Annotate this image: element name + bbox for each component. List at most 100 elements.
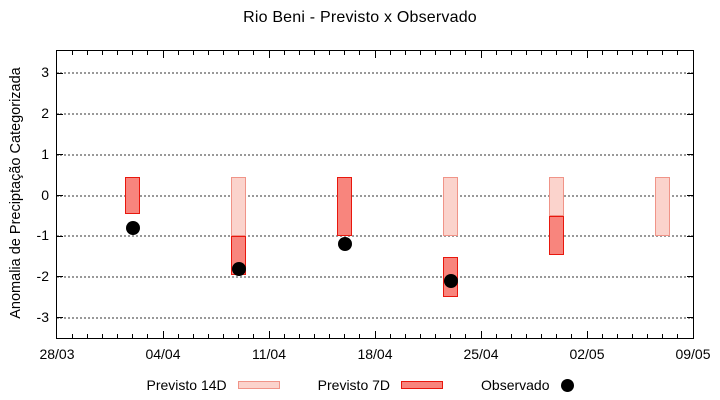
y-tick-left (57, 276, 63, 278)
x-tick-bottom (223, 334, 225, 338)
x-tick-top (177, 51, 179, 55)
x-tick-bottom (359, 334, 361, 338)
x-tick-bottom (631, 334, 633, 338)
x-tick-top (162, 51, 164, 58)
gridline (57, 316, 693, 319)
chart-title: Rio Beni - Previsto x Observado (243, 9, 477, 26)
gridline (57, 194, 693, 197)
x-tick-top (450, 51, 452, 55)
x-tick-top (631, 51, 633, 55)
x-tick-label: 02/05 (569, 346, 605, 362)
x-tick-top (207, 51, 209, 55)
x-tick-top (601, 51, 603, 55)
x-tick-top (253, 51, 255, 55)
x-tick-top (510, 51, 512, 55)
x-tick-bottom (677, 334, 679, 338)
x-tick-bottom (298, 334, 300, 338)
x-tick-top (374, 51, 376, 58)
y-tick-label: 2 (41, 105, 49, 122)
x-tick-bottom (71, 334, 73, 338)
y-tick-left (57, 154, 63, 156)
y-tick-left (57, 195, 63, 197)
legend-item-previsto-14d: Previsto 14D (147, 377, 280, 393)
x-tick-top (571, 51, 573, 55)
x-tick-bottom (465, 334, 467, 338)
legend-item-observado: Observado (481, 377, 574, 393)
x-tick-bottom (389, 334, 391, 338)
x-tick-top (238, 51, 240, 55)
x-tick-top (541, 51, 543, 55)
y-tick-label: -3 (36, 308, 49, 325)
x-tick-bottom (450, 334, 452, 338)
y-tick-label: -2 (36, 267, 49, 284)
x-tick-top (556, 51, 558, 55)
y-tick-left (57, 72, 63, 74)
x-tick-bottom (647, 334, 649, 338)
gridline (57, 72, 693, 75)
x-tick-top (495, 51, 497, 55)
legend-label-observado: Observado (481, 377, 550, 393)
y-tick-right (687, 276, 693, 278)
previsto-7d-bar (337, 177, 353, 237)
legend-swatch-previsto-14d (237, 381, 280, 389)
y-tick-right (687, 72, 693, 74)
x-tick-bottom (404, 334, 406, 338)
x-tick-top (677, 51, 679, 55)
y-tick-right (687, 154, 693, 156)
observed-dot (337, 237, 352, 252)
x-tick-top (329, 51, 331, 55)
x-tick-bottom (268, 331, 270, 338)
x-tick-bottom (556, 334, 558, 338)
y-tick-left (57, 235, 63, 237)
y-tick-label: 1 (41, 145, 49, 162)
x-tick-top (132, 51, 134, 55)
x-tick-bottom (571, 334, 573, 338)
x-tick-bottom (510, 334, 512, 338)
x-tick-bottom (616, 334, 618, 338)
x-tick-bottom (117, 334, 119, 338)
x-tick-bottom (374, 331, 376, 338)
observed-dot (125, 221, 140, 236)
x-tick-top (465, 51, 467, 55)
x-tick-top (86, 51, 88, 55)
legend-label-previsto-7d: Previsto 7D (317, 377, 391, 393)
x-tick-top (192, 51, 194, 55)
legend-item-previsto-7d: Previsto 7D (317, 377, 444, 393)
x-tick-bottom (344, 334, 346, 338)
x-tick-top (586, 51, 588, 58)
x-tick-bottom (177, 334, 179, 338)
previsto-14d-bar (549, 177, 565, 216)
x-tick-top (268, 51, 270, 58)
x-tick-bottom (480, 331, 482, 338)
y-tick-label: -1 (36, 227, 49, 244)
x-tick-bottom (101, 334, 103, 338)
y-tick-left (57, 113, 63, 115)
x-tick-top (223, 51, 225, 55)
x-tick-bottom (162, 331, 164, 338)
observed-dot (231, 261, 246, 276)
x-tick-bottom (253, 334, 255, 338)
x-tick-bottom (132, 334, 134, 338)
x-tick-bottom (86, 334, 88, 338)
gridline (57, 113, 693, 116)
x-tick-bottom (586, 331, 588, 338)
y-tick-right (687, 113, 693, 115)
previsto-14d-bar (443, 177, 459, 237)
previsto-14d-bar (231, 177, 247, 237)
x-tick-top (313, 51, 315, 55)
x-tick-label: 18/04 (357, 346, 393, 362)
x-tick-bottom (435, 334, 437, 338)
x-tick-bottom (192, 334, 194, 338)
gridline (57, 275, 693, 278)
y-tick-right (687, 317, 693, 319)
x-tick-bottom (525, 334, 527, 338)
x-tick-bottom (662, 334, 664, 338)
previsto-7d-bar (125, 177, 141, 214)
legend-swatch-previsto-7d (401, 381, 444, 389)
x-tick-bottom (238, 334, 240, 338)
x-tick-top (147, 51, 149, 55)
x-tick-top (71, 51, 73, 55)
x-tick-bottom (329, 334, 331, 338)
y-tick-label: 3 (41, 64, 49, 81)
